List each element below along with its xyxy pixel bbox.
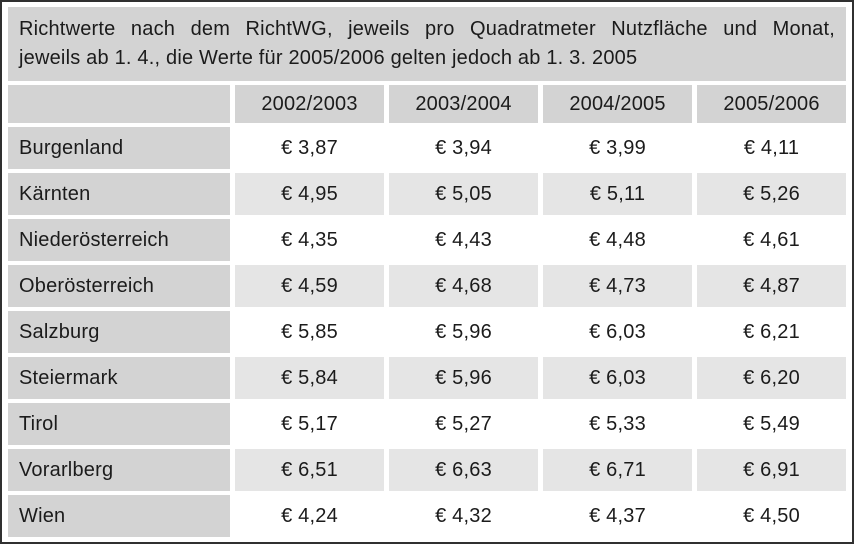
value-cell: € 5,85 xyxy=(235,311,384,353)
value-cell: € 4,73 xyxy=(543,265,692,307)
value-cell: € 5,27 xyxy=(389,403,538,445)
row-label-burgenland: Burgenland xyxy=(8,127,230,169)
value-cell: € 5,49 xyxy=(697,403,846,445)
row-label-kaernten: Kärnten xyxy=(8,173,230,215)
value-cell: € 4,37 xyxy=(543,495,692,537)
value-cell: € 4,24 xyxy=(235,495,384,537)
value-cell: € 5,17 xyxy=(235,403,384,445)
row-label-steiermark: Steiermark xyxy=(8,357,230,399)
value-cell: € 5,05 xyxy=(389,173,538,215)
value-cell: € 4,95 xyxy=(235,173,384,215)
value-cell: € 5,84 xyxy=(235,357,384,399)
row-label-salzburg: Salzburg xyxy=(8,311,230,353)
column-header-2005-2006: 2005/2006 xyxy=(697,85,846,123)
corner-cell xyxy=(8,85,230,123)
value-cell: € 3,87 xyxy=(235,127,384,169)
value-cell: € 6,71 xyxy=(543,449,692,491)
value-cell: € 4,32 xyxy=(389,495,538,537)
column-header-2004-2005: 2004/2005 xyxy=(543,85,692,123)
table-caption-line2: jeweils ab 1. 4., die Werte für 2005/200… xyxy=(19,47,638,69)
value-cell: € 4,87 xyxy=(697,265,846,307)
value-cell: € 5,96 xyxy=(389,357,538,399)
row-label-tirol: Tirol xyxy=(8,403,230,445)
value-cell: € 4,43 xyxy=(389,219,538,261)
value-cell: € 4,50 xyxy=(697,495,846,537)
value-cell: € 4,35 xyxy=(235,219,384,261)
value-cell: € 5,96 xyxy=(389,311,538,353)
value-cell: € 4,61 xyxy=(697,219,846,261)
row-label-oberoesterreich: Oberösterreich xyxy=(8,265,230,307)
value-cell: € 6,21 xyxy=(697,311,846,353)
row-label-niederoesterreich: Niederösterreich xyxy=(8,219,230,261)
value-cell: € 6,51 xyxy=(235,449,384,491)
row-label-vorarlberg: Vorarlberg xyxy=(8,449,230,491)
value-cell: € 6,20 xyxy=(697,357,846,399)
value-cell: € 5,11 xyxy=(543,173,692,215)
value-cell: € 6,03 xyxy=(543,311,692,353)
value-cell: € 4,48 xyxy=(543,219,692,261)
table-caption-line1: Richtwerte nach dem RichtWG, jeweils pro… xyxy=(19,18,835,40)
value-cell: € 3,94 xyxy=(389,127,538,169)
value-cell: € 6,91 xyxy=(697,449,846,491)
value-cell: € 5,33 xyxy=(543,403,692,445)
value-cell: € 6,03 xyxy=(543,357,692,399)
value-cell: € 6,63 xyxy=(389,449,538,491)
column-header-2003-2004: 2003/2004 xyxy=(389,85,538,123)
value-cell: € 4,68 xyxy=(389,265,538,307)
richtwerte-table: 2002/2003 2003/2004 2004/2005 2005/2006 … xyxy=(8,85,846,537)
column-header-2002-2003: 2002/2003 xyxy=(235,85,384,123)
value-cell: € 4,11 xyxy=(697,127,846,169)
table-caption: Richtwerte nach dem RichtWG, jeweils pro… xyxy=(8,7,846,81)
row-label-wien: Wien xyxy=(8,495,230,537)
value-cell: € 5,26 xyxy=(697,173,846,215)
value-cell: € 4,59 xyxy=(235,265,384,307)
value-cell: € 3,99 xyxy=(543,127,692,169)
